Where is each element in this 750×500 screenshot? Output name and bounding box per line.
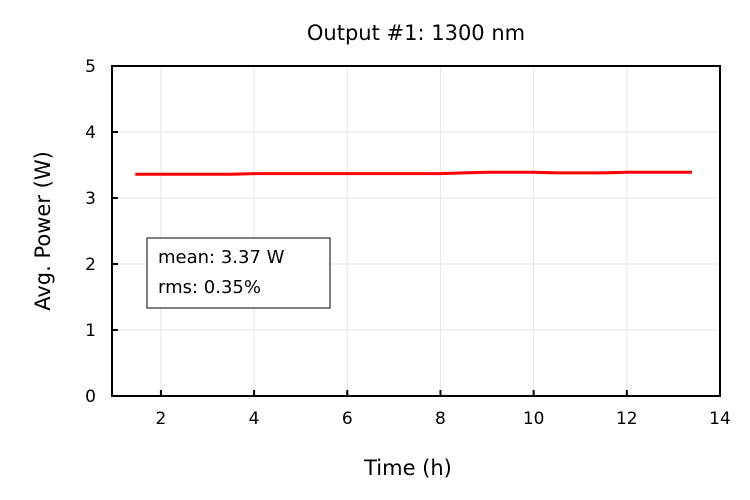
y-tick-label: 2 <box>85 255 96 275</box>
y-axis-label: Avg. Power (W) <box>31 151 55 311</box>
x-tick-label: 2 <box>156 409 167 429</box>
plot-frame <box>111 65 721 397</box>
x-tick-label: 12 <box>616 409 638 429</box>
y-tick-label: 5 <box>85 57 96 77</box>
series-line <box>135 170 692 176</box>
rms-label: rms: 0.35% <box>158 277 261 298</box>
x-tick-label: 4 <box>249 409 260 429</box>
y-tick-label: 0 <box>85 387 96 407</box>
grid <box>112 65 721 397</box>
x-tick-label: 14 <box>709 409 731 429</box>
stats-box <box>146 237 331 309</box>
x-tick-label: 8 <box>435 409 446 429</box>
mean-label: mean: 3.37 W <box>158 247 285 268</box>
x-axis-label: Time (h) <box>363 456 452 480</box>
y-tick-label: 4 <box>85 123 96 143</box>
x-tick-label: 6 <box>342 409 353 429</box>
chart-title: Output #1: 1300 nm <box>307 21 525 45</box>
x-tick-label: 10 <box>523 409 545 429</box>
y-tick-label: 1 <box>85 321 96 341</box>
y-tick-label: 3 <box>85 189 96 209</box>
